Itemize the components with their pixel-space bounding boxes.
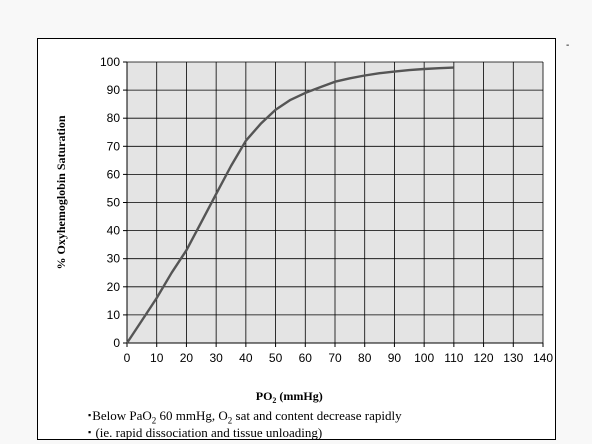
y-tick-label: 90 [107, 83, 121, 97]
y-tick-label: 0 [113, 336, 120, 350]
y-tick-label: 20 [107, 280, 121, 294]
x-tick-label: 70 [328, 351, 342, 365]
x-tick-label: 20 [180, 351, 194, 365]
bullet-icon: ▪ [88, 427, 92, 437]
note-line-2: ▪ (ie. rapid dissociation and tissue unl… [88, 425, 322, 444]
y-tick-label: 70 [107, 139, 121, 153]
x-axis-title-main: PO [256, 389, 273, 403]
x-tick-label: 30 [209, 351, 223, 365]
note-1-sub-a: 2 [151, 415, 157, 426]
x-tick-labels: 0 10 20 30 40 50 60 70 80 90 100 110 120 130 140 [124, 351, 554, 365]
y-tick-label: 60 [107, 167, 121, 181]
chart-frame: 0 10 20 30 40 50 60 70 80 90 100 0 10 20 30 40 50 60 70 80… [37, 38, 556, 440]
x-tick-label: 130 [503, 351, 523, 365]
y-tick-label: 30 [107, 252, 121, 266]
x-tick-label: 110 [444, 351, 463, 365]
grid-lines [126, 61, 544, 344]
x-tick-label: 100 [414, 351, 434, 365]
note-1-sub-b: 2 [227, 415, 233, 426]
note-2-text: (ie. rapid dissociation and tissue unloa… [92, 425, 323, 440]
y-tick-label: 40 [107, 224, 121, 238]
note-1-text-a: Below PaO [92, 408, 152, 423]
oxyhemoglobin-dissociation-chart: 0 10 20 30 40 50 60 70 80 90 100 0 10 20 30 40 50 60 70 80… [54, 55, 554, 405]
series-line-1 [125, 66, 454, 344]
x-axis-title-unit: (mmHg) [276, 389, 322, 403]
x-tick-label: 40 [239, 351, 253, 365]
note-1-text-c: sat and content decrease rapidly [232, 408, 402, 423]
note-line-1: ▪Below PaO2 60 mmHg, O2 sat and content … [88, 408, 402, 426]
y-tick-label: 10 [107, 308, 121, 322]
x-axis-title-subscript: 2 [272, 396, 276, 405]
y-tick-label: 80 [107, 111, 121, 125]
axes [123, 61, 544, 347]
x-tick-label: 60 [299, 351, 313, 365]
x-tick-label: 90 [388, 351, 402, 365]
x-tick-label: 0 [124, 351, 131, 365]
y-tick-labels: 0 10 20 30 40 50 60 70 80 90 100 [100, 55, 120, 350]
series-layer [125, 66, 454, 344]
x-tick-label: 80 [358, 351, 372, 365]
y-tick-label: 100 [100, 55, 120, 69]
note-1-text-b: 60 mmHg, O [156, 408, 228, 423]
bullet-icon: ▪ [88, 410, 92, 420]
x-axis-title: PO2 (mmHg) [256, 389, 323, 405]
y-axis-title: % Oxyhemoglobin Saturation [54, 115, 68, 269]
y-tick-label: 50 [107, 196, 121, 210]
x-tick-label: 50 [269, 351, 283, 365]
x-tick-label: 140 [533, 351, 553, 365]
corner-mark: - [566, 40, 570, 51]
x-tick-label: 120 [474, 351, 494, 365]
x-tick-label: 10 [150, 351, 164, 365]
